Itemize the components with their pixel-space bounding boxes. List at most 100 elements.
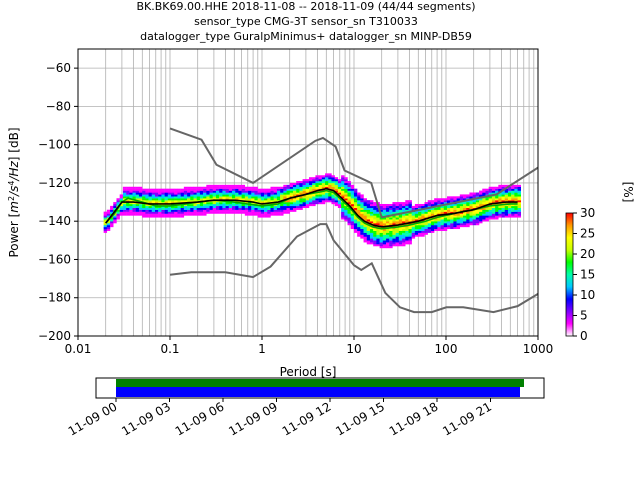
heatmap-cell — [321, 177, 326, 180]
heatmap-cell — [296, 188, 300, 191]
heatmap-cell — [369, 236, 374, 239]
heatmap-cell — [126, 194, 130, 197]
heatmap-cell — [363, 213, 367, 216]
heatmap-cell — [151, 194, 156, 197]
heatmap-cell — [321, 200, 326, 203]
heatmap-cell — [495, 205, 499, 209]
heatmap-cell — [174, 215, 178, 218]
heatmap-cell — [171, 211, 175, 214]
heatmap-cell — [469, 203, 473, 207]
heatmap-cell — [334, 188, 339, 191]
heatmap-cell — [475, 213, 480, 216]
heatmap-cell — [446, 221, 451, 224]
heatmap-cell — [424, 230, 428, 233]
heatmap-cell — [305, 181, 310, 184]
heatmap-cell — [177, 215, 181, 218]
heatmap-cell — [491, 217, 496, 220]
heatmap-cell — [360, 228, 364, 231]
heatmap-cell — [337, 179, 342, 182]
heatmap-cell — [353, 226, 358, 230]
heatmap-cell — [434, 228, 438, 231]
timeline-tick-label: 11-09 21 — [440, 399, 494, 438]
heatmap-cell — [196, 203, 201, 207]
heatmap-cell — [129, 194, 133, 197]
heatmap-cell — [514, 200, 518, 203]
heatmap-cell — [206, 188, 210, 191]
heatmap-cell — [106, 211, 111, 214]
heatmap-cell — [225, 194, 229, 197]
heatmap-cell — [405, 232, 409, 235]
heatmap-cell — [347, 198, 351, 201]
heatmap-cell — [270, 190, 274, 193]
heatmap-cell — [344, 209, 348, 212]
heatmap-cell — [414, 223, 419, 226]
heatmap-cell — [472, 221, 477, 224]
heatmap-cell — [459, 215, 464, 218]
heatmap-cell — [360, 225, 364, 228]
heatmap-cell — [395, 215, 400, 218]
heatmap-cell — [296, 182, 300, 186]
heatmap-cell — [315, 186, 319, 189]
heatmap-cell — [106, 221, 111, 224]
heatmap-cell — [309, 181, 313, 184]
heatmap-cell — [344, 192, 348, 195]
heatmap-cell — [203, 186, 207, 189]
heatmap-cell — [215, 198, 220, 201]
heatmap-cell — [286, 184, 290, 187]
heatmap-cell — [305, 190, 310, 193]
heatmap-cell — [405, 240, 409, 243]
heatmap-cell — [507, 188, 512, 191]
heatmap-cell — [148, 188, 152, 191]
timeline-tick-label: 11-09 18 — [387, 399, 441, 438]
heatmap-cell — [145, 213, 149, 216]
heatmap-cell — [414, 207, 419, 210]
heatmap-cell — [145, 205, 149, 209]
heatmap-cell — [129, 209, 133, 212]
heatmap-cell — [212, 202, 217, 205]
heatmap-cell — [376, 242, 380, 245]
heatmap-cell — [373, 202, 377, 205]
colorbar-tick-label: 20 — [580, 247, 595, 261]
heatmap-cell — [321, 181, 326, 184]
heatmap-cell — [398, 205, 403, 209]
heatmap-cell — [199, 203, 204, 207]
heatmap-cell — [411, 205, 416, 209]
heatmap-cell — [122, 211, 127, 214]
heatmap-cell — [331, 192, 335, 195]
heatmap-cell — [158, 207, 162, 210]
heatmap-cell — [126, 211, 130, 214]
heatmap-cell — [264, 198, 268, 201]
heatmap-cell — [177, 213, 181, 216]
heatmap-cell — [414, 205, 419, 209]
heatmap-cell — [421, 228, 425, 231]
heatmap-cell — [511, 192, 515, 195]
heatmap-cell — [235, 194, 239, 197]
heatmap-cell — [241, 211, 246, 214]
heatmap-cell — [267, 198, 271, 201]
heatmap-cell — [299, 198, 303, 201]
heatmap-cell — [491, 196, 496, 199]
heatmap-cell — [382, 230, 387, 233]
heatmap-cell — [142, 203, 146, 207]
heatmap-cell — [164, 196, 169, 199]
heatmap-cell — [360, 200, 364, 203]
heatmap-cell — [257, 198, 262, 201]
heatmap-cell — [119, 209, 124, 212]
heatmap-cell — [148, 198, 152, 201]
heatmap-cell — [142, 194, 146, 197]
heatmap-cell — [511, 205, 515, 209]
heatmap-cell — [421, 217, 425, 220]
heatmap-cell — [238, 194, 242, 197]
heatmap-cell — [228, 194, 233, 197]
heatmap-cell — [177, 209, 181, 212]
heatmap-cell — [485, 196, 489, 199]
heatmap-cell — [353, 207, 358, 210]
timeline-bar-available — [116, 387, 520, 397]
heatmap-cell — [405, 228, 409, 231]
heatmap-cell — [430, 225, 435, 228]
heatmap-cell — [418, 209, 422, 212]
heatmap-cell — [193, 188, 197, 191]
heatmap-cell — [392, 217, 396, 220]
heatmap-cell — [212, 200, 217, 203]
heatmap-cell — [408, 240, 412, 243]
